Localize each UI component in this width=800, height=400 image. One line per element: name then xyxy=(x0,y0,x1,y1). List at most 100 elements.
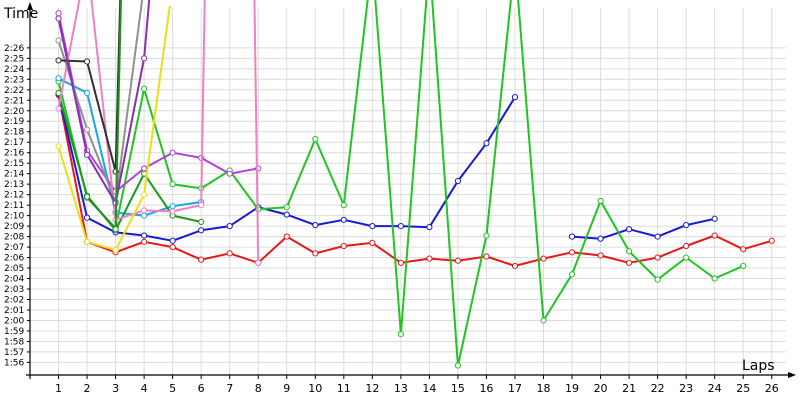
data-point xyxy=(426,224,433,231)
data-point xyxy=(55,15,62,22)
data-point xyxy=(625,248,633,255)
data-point xyxy=(711,232,718,239)
x-tick-label: 15 xyxy=(451,382,465,395)
data-point xyxy=(226,170,233,177)
x-tick-label: 10 xyxy=(308,382,322,395)
data-point xyxy=(55,57,62,64)
y-tick-label: 2:07 xyxy=(4,243,24,253)
y-tick-label: 2:20 xyxy=(4,107,24,117)
data-point xyxy=(141,238,148,245)
y-tick-label: 1:58 xyxy=(4,337,24,347)
data-point xyxy=(397,331,404,338)
data-point xyxy=(454,177,462,185)
data-point xyxy=(369,239,376,246)
data-point xyxy=(340,242,347,250)
data-point xyxy=(169,243,176,251)
data-point xyxy=(112,226,119,233)
y-tick-label: 2:08 xyxy=(4,233,24,243)
series-line xyxy=(57,94,772,267)
data-point xyxy=(226,223,233,230)
plot-area xyxy=(55,0,775,369)
series-line xyxy=(571,217,715,240)
y-tick-label: 2:21 xyxy=(4,96,24,106)
x-tick-label: 2 xyxy=(84,382,91,395)
x-tick-label: 20 xyxy=(594,382,608,395)
data-point xyxy=(112,247,119,254)
data-point xyxy=(226,250,233,257)
y-tick-label: 1:57 xyxy=(4,348,24,358)
data-point xyxy=(454,257,462,264)
data-point xyxy=(540,317,547,324)
x-tick-label: 22 xyxy=(651,382,665,395)
data-point xyxy=(568,249,576,256)
data-point xyxy=(83,214,91,221)
x-tick-label: 6 xyxy=(198,382,205,395)
series-line xyxy=(57,92,202,232)
data-point xyxy=(169,208,176,215)
data-point xyxy=(83,193,91,200)
y-tick-label: 2:23 xyxy=(4,75,24,85)
y-tick-label: 2:14 xyxy=(4,170,24,180)
data-point xyxy=(283,211,290,218)
x-tick-label: 7 xyxy=(226,382,233,395)
data-point xyxy=(568,233,576,240)
data-point xyxy=(483,232,490,239)
y-tick-label: 2:16 xyxy=(4,149,24,159)
data-point xyxy=(740,262,747,270)
data-point xyxy=(340,216,347,223)
data-point xyxy=(55,37,62,44)
x-tick-label: 16 xyxy=(479,382,493,395)
x-axis-title: Laps xyxy=(742,358,775,374)
series-7 xyxy=(55,0,262,266)
data-point xyxy=(426,255,433,262)
x-tick-label: 8 xyxy=(255,382,262,395)
y-tick-label: 2:12 xyxy=(4,191,24,201)
data-point xyxy=(711,275,718,282)
data-point xyxy=(55,75,62,82)
data-point xyxy=(483,253,490,260)
data-point xyxy=(83,58,91,65)
data-point xyxy=(55,105,62,112)
series-8 xyxy=(55,5,171,254)
data-point xyxy=(55,143,62,150)
data-point xyxy=(654,276,661,283)
data-point xyxy=(141,55,148,62)
data-point xyxy=(141,85,148,92)
x-tick-label: 21 xyxy=(622,382,636,395)
y-tick-label: 2:25 xyxy=(4,54,24,64)
y-tick-label: 2:13 xyxy=(4,180,24,190)
data-point xyxy=(340,202,347,209)
data-point xyxy=(283,204,290,211)
x-tick-label: 1 xyxy=(55,382,62,395)
y-tick-label: 2:11 xyxy=(4,201,24,211)
data-point xyxy=(169,203,176,210)
x-axis-arrow xyxy=(788,372,796,378)
data-point xyxy=(169,149,176,156)
x-tick-label: 24 xyxy=(708,382,722,395)
y-tick-label: 2:17 xyxy=(4,138,24,148)
series-line xyxy=(57,12,259,193)
y-tick-label: 2:15 xyxy=(4,159,24,169)
y-tick-label: 2:02 xyxy=(4,296,24,306)
x-tick-label: 14 xyxy=(422,382,436,395)
data-point xyxy=(141,207,148,214)
data-point xyxy=(483,140,490,147)
y-tick-label: 2:22 xyxy=(4,86,24,96)
data-point xyxy=(198,218,205,226)
y-tick-label: 2:04 xyxy=(4,275,24,285)
data-point xyxy=(83,126,91,133)
data-point xyxy=(83,151,91,158)
series-2 xyxy=(55,90,718,244)
data-point xyxy=(397,223,404,230)
x-tick-label: 19 xyxy=(565,382,579,395)
data-point xyxy=(683,254,690,261)
data-point xyxy=(397,259,404,266)
data-point xyxy=(625,226,633,233)
data-point xyxy=(683,221,690,229)
data-point xyxy=(198,256,205,263)
data-point xyxy=(597,197,604,205)
data-point xyxy=(511,262,519,270)
y-tick-label: 1:56 xyxy=(4,358,24,368)
data-point xyxy=(740,246,747,253)
data-point xyxy=(654,233,661,240)
